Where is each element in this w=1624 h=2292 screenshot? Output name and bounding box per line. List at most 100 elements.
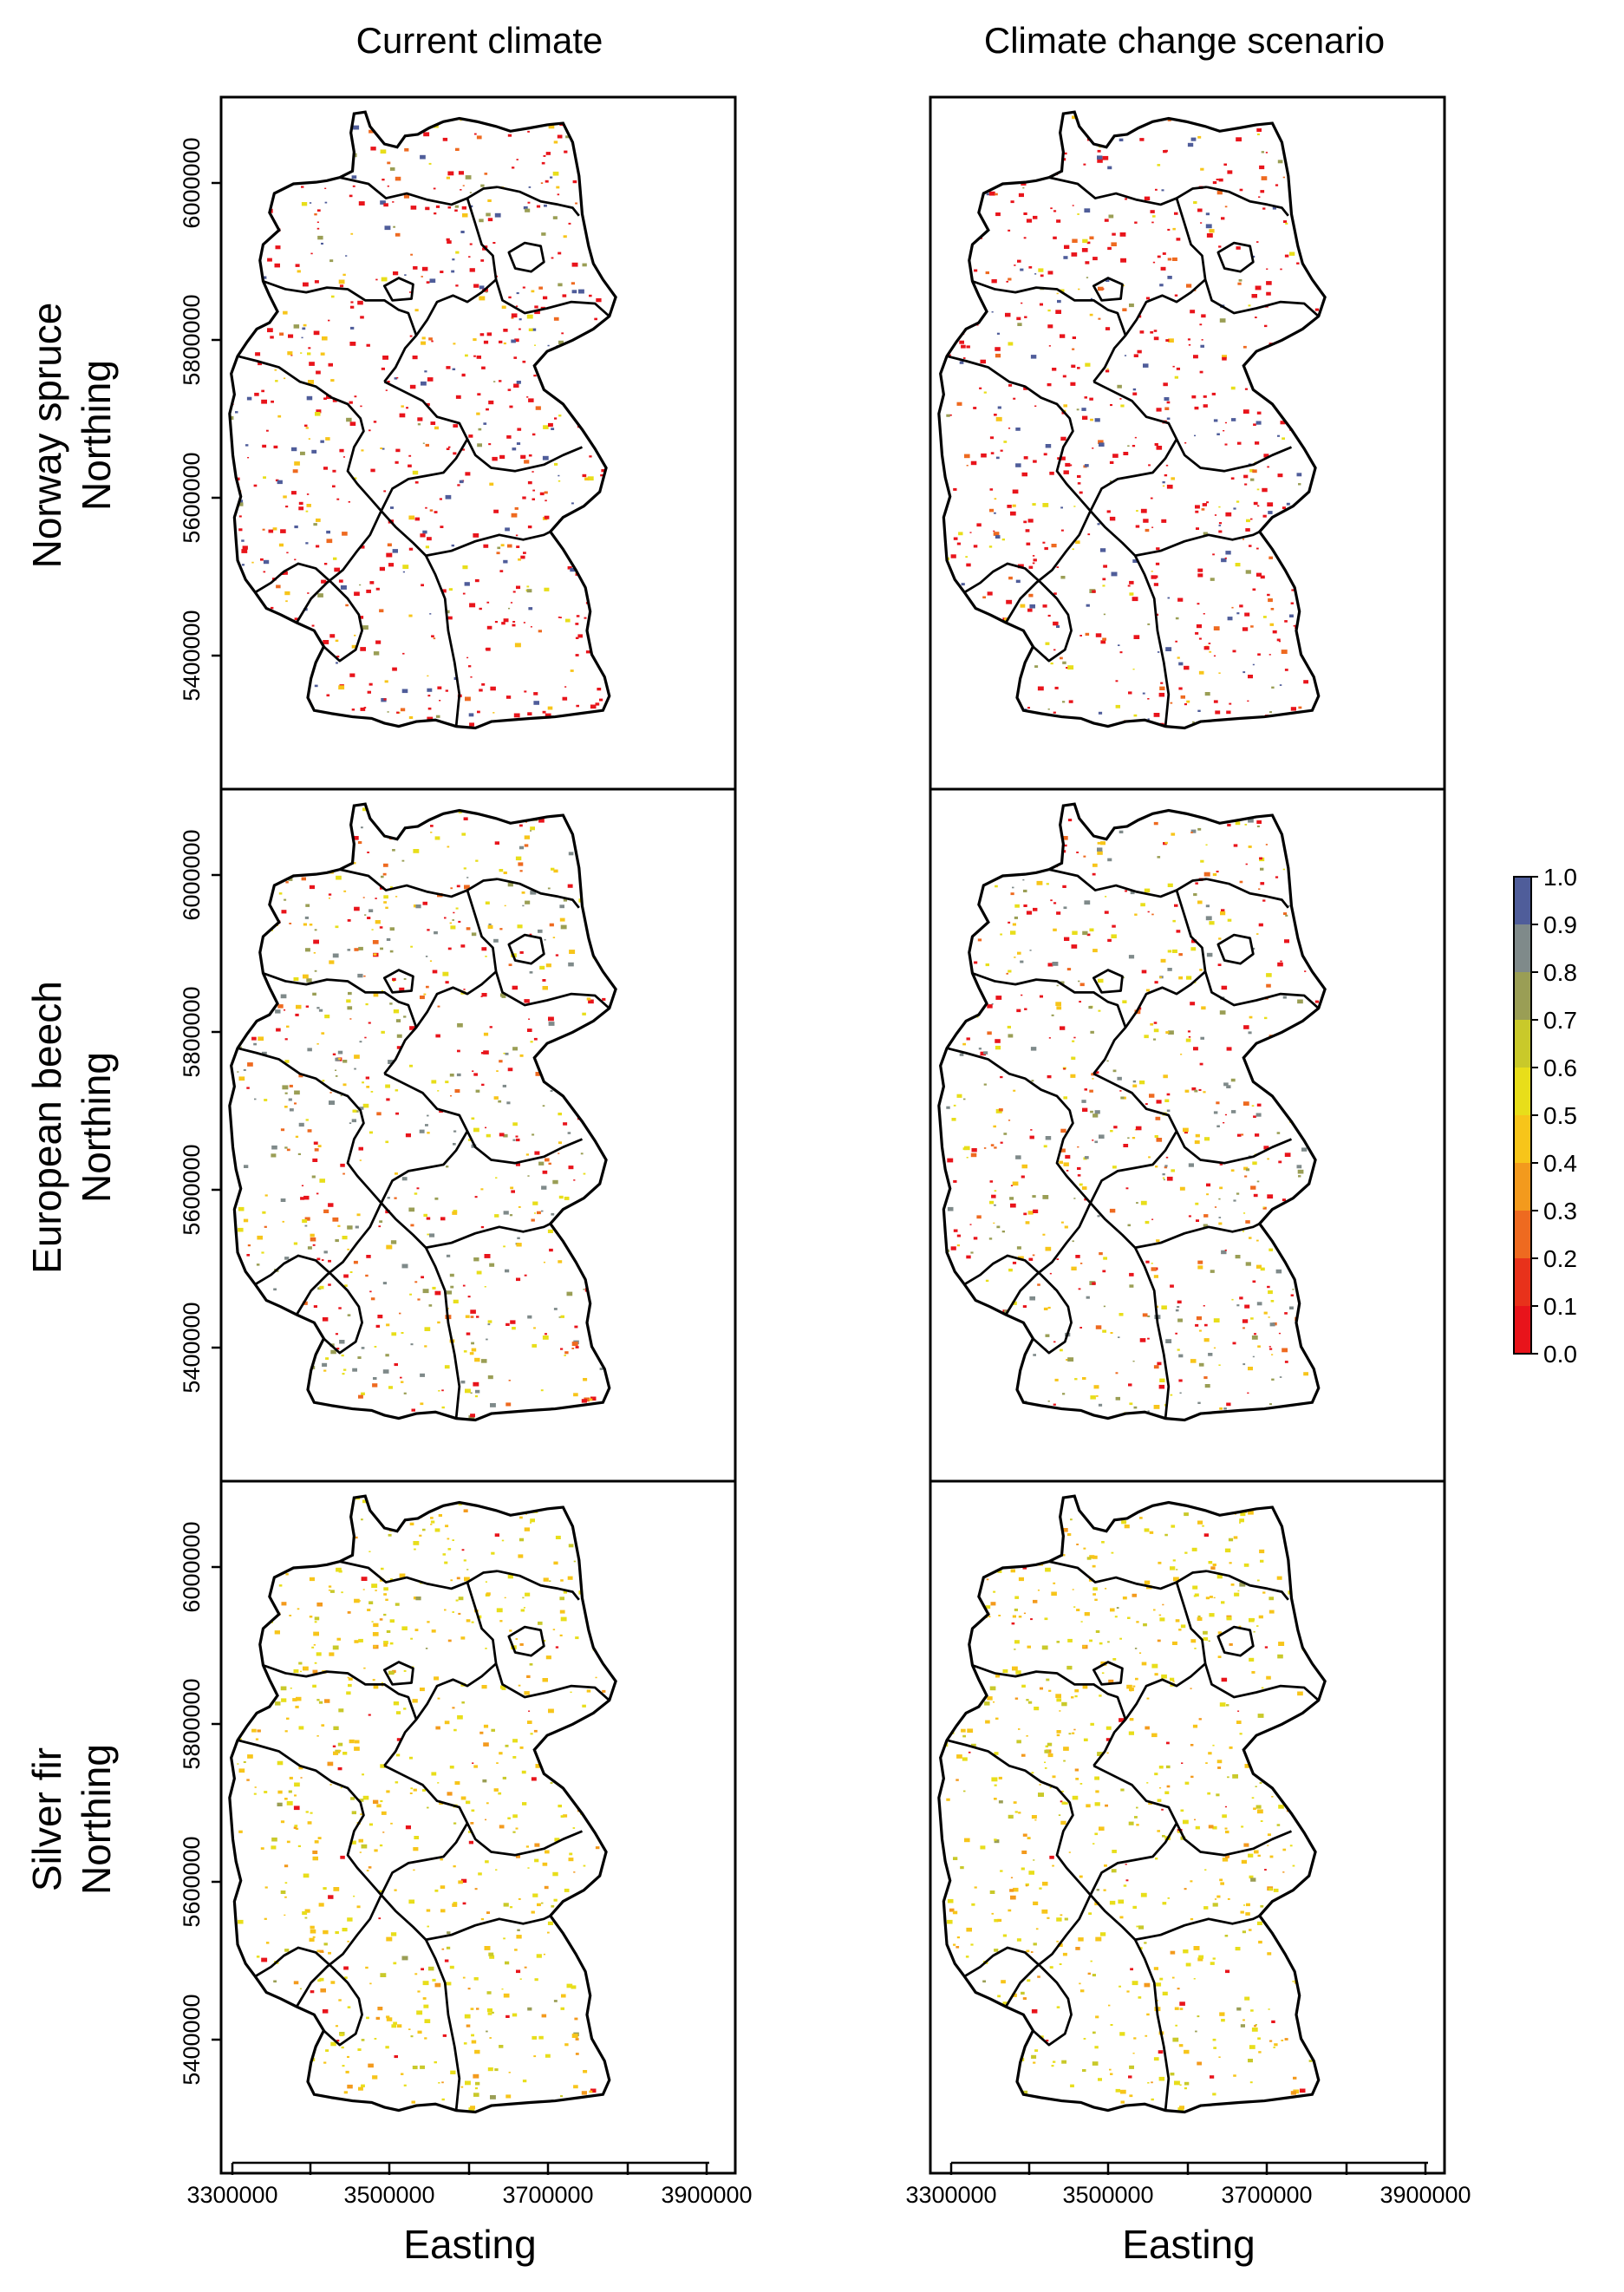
raster-cell <box>288 1790 292 1793</box>
raster-cell <box>986 193 990 196</box>
raster-cell <box>1063 1162 1069 1166</box>
raster-cell <box>1155 1166 1158 1168</box>
raster-cell <box>335 639 339 643</box>
raster-cell <box>285 1573 289 1576</box>
raster-cell <box>1033 1859 1035 1861</box>
raster-cell <box>1061 1701 1067 1707</box>
raster-cell <box>1187 1030 1190 1033</box>
raster-cell <box>334 567 340 572</box>
raster-cell <box>1013 1089 1016 1092</box>
map-panel <box>219 787 737 1483</box>
raster-cell <box>414 1192 418 1195</box>
raster-cell <box>1082 238 1088 244</box>
raster-cell <box>426 985 429 989</box>
raster-cell <box>983 455 987 457</box>
raster-cell <box>312 1669 318 1674</box>
raster-cell <box>1167 1897 1170 1899</box>
raster-cell <box>396 1738 401 1741</box>
colorbar: 1.00.90.80.70.60.50.40.30.20.10.0 <box>1513 864 1577 1368</box>
raster-cell <box>371 1584 378 1588</box>
raster-cell <box>430 832 433 833</box>
raster-cell <box>338 279 345 284</box>
raster-cell <box>553 869 558 873</box>
raster-cell <box>512 1122 518 1126</box>
raster-cell <box>309 1616 313 1618</box>
raster-cell <box>350 232 354 235</box>
raster-cell <box>1129 2094 1133 2098</box>
raster-cell <box>599 698 603 702</box>
raster-cell <box>383 1643 388 1647</box>
raster-cell <box>1213 1111 1218 1114</box>
raster-cell <box>995 1675 1000 1678</box>
raster-cell <box>347 1917 353 1922</box>
raster-cell <box>456 885 460 888</box>
raster-cell <box>450 2070 456 2074</box>
raster-cell <box>1056 625 1060 628</box>
raster-cell <box>301 877 306 881</box>
raster-cell <box>1166 1741 1170 1745</box>
raster-cell <box>1256 421 1262 425</box>
raster-cell <box>1056 1940 1059 1943</box>
raster-cell <box>1023 1612 1026 1615</box>
raster-cell <box>261 1251 264 1254</box>
raster-cell <box>328 893 332 896</box>
raster-cell <box>1023 212 1027 215</box>
raster-cell <box>597 688 602 691</box>
raster-cell <box>1008 576 1013 580</box>
raster-cell <box>1071 364 1076 369</box>
raster-cell <box>1163 382 1168 387</box>
raster-cell <box>293 976 299 982</box>
raster-cell <box>1079 1783 1083 1785</box>
raster-cell <box>297 1608 300 1610</box>
raster-cell <box>1177 1306 1180 1309</box>
raster-cell <box>298 1122 304 1127</box>
raster-cell <box>1109 480 1112 482</box>
raster-cell <box>307 592 310 594</box>
raster-cell <box>1197 1615 1201 1618</box>
raster-cell <box>1120 258 1126 263</box>
raster-cell <box>1296 1165 1302 1169</box>
raster-cell <box>425 206 430 211</box>
raster-cell <box>1256 825 1260 827</box>
raster-cell <box>1132 1080 1137 1083</box>
raster-cell <box>433 637 436 640</box>
raster-cell <box>1103 1257 1107 1260</box>
raster-cell <box>447 171 454 176</box>
raster-cell <box>1112 232 1116 236</box>
raster-cell <box>980 359 986 364</box>
raster-cell <box>396 711 400 714</box>
raster-cell <box>440 1909 446 1913</box>
raster-cell <box>1027 1211 1034 1215</box>
raster-cell <box>1199 370 1203 374</box>
raster-cell <box>332 1645 339 1650</box>
raster-cell <box>494 621 498 624</box>
raster-cell <box>543 1953 545 1956</box>
raster-cell <box>1146 1782 1149 1784</box>
raster-cell <box>1109 460 1114 464</box>
raster-cell <box>400 1376 402 1379</box>
raster-cell <box>547 1229 553 1233</box>
raster-cell <box>1118 1899 1125 1904</box>
raster-cell <box>1308 2060 1313 2062</box>
raster-cell <box>299 1988 302 1990</box>
raster-cell <box>1266 1675 1271 1680</box>
raster-cell <box>995 1045 1001 1050</box>
raster-cell <box>1003 1133 1008 1135</box>
raster-cell <box>1221 985 1228 990</box>
raster-cell <box>1082 415 1088 420</box>
raster-cell <box>1021 472 1027 477</box>
raster-cell <box>1202 1525 1204 1527</box>
raster-cell <box>993 530 995 532</box>
raster-cell <box>486 1338 488 1341</box>
raster-cell <box>542 1105 545 1107</box>
raster-cell <box>295 1827 299 1830</box>
raster-cell <box>1036 880 1043 885</box>
raster-cell <box>463 867 466 870</box>
raster-cell <box>1097 841 1101 845</box>
raster-cell <box>1077 1174 1081 1177</box>
raster-cell <box>1195 510 1199 513</box>
y-tick-label: 6000000 <box>179 1521 205 1612</box>
raster-cell <box>1130 1968 1133 1971</box>
raster-cell <box>1314 308 1320 311</box>
raster-cell <box>1063 1747 1069 1751</box>
